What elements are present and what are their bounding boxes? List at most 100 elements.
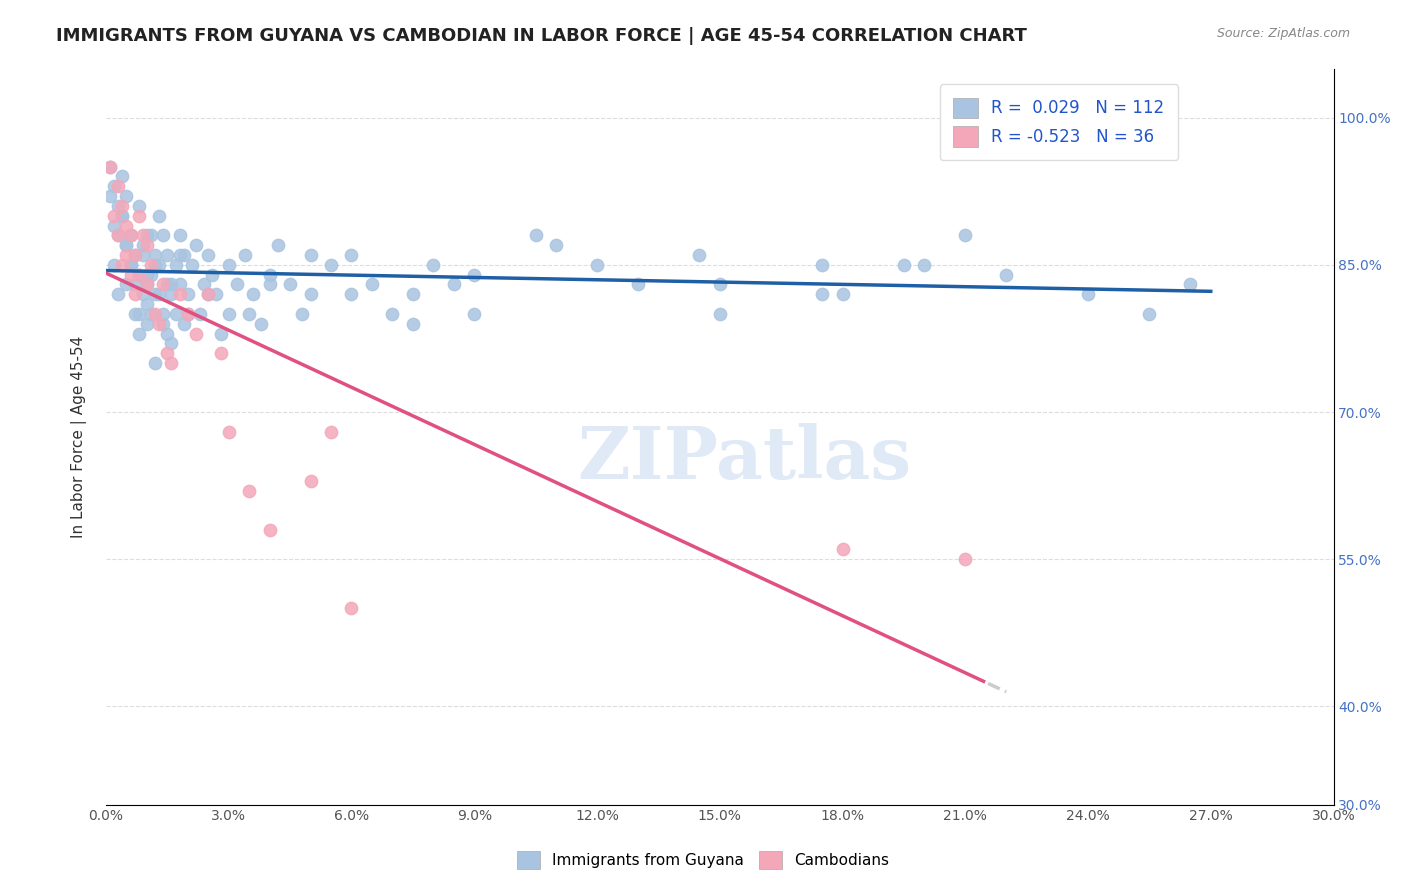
Point xyxy=(160,277,183,292)
Point xyxy=(995,268,1018,282)
Point xyxy=(107,228,129,243)
Point xyxy=(115,238,138,252)
Point xyxy=(128,268,150,282)
Point xyxy=(361,277,384,292)
Point xyxy=(169,228,191,243)
Point xyxy=(627,277,650,292)
Point xyxy=(98,160,121,174)
Point xyxy=(124,287,146,301)
Point xyxy=(107,179,129,194)
Point xyxy=(422,258,444,272)
Point xyxy=(124,277,146,292)
Point xyxy=(267,238,290,252)
Point xyxy=(115,238,138,252)
Point xyxy=(811,258,834,272)
Point xyxy=(319,425,342,439)
Point xyxy=(233,248,256,262)
Point xyxy=(120,258,142,272)
Point xyxy=(205,287,228,301)
Point xyxy=(340,248,363,262)
Point xyxy=(259,268,281,282)
Y-axis label: In Labor Force | Age 45-54: In Labor Force | Age 45-54 xyxy=(72,335,87,538)
Point xyxy=(443,277,465,292)
Point xyxy=(143,287,166,301)
Point xyxy=(152,317,174,331)
Point xyxy=(120,228,142,243)
Point xyxy=(132,248,155,262)
Point xyxy=(111,258,134,272)
Point xyxy=(201,268,224,282)
Point xyxy=(955,228,977,243)
Point xyxy=(319,258,342,272)
Point xyxy=(160,336,183,351)
Point xyxy=(169,277,191,292)
Point xyxy=(135,268,157,282)
Point xyxy=(197,248,219,262)
Point xyxy=(524,228,547,243)
Point xyxy=(160,287,183,301)
Point xyxy=(107,199,129,213)
Point xyxy=(169,248,191,262)
Point xyxy=(218,307,240,321)
Point xyxy=(184,238,207,252)
Point xyxy=(103,209,125,223)
Point xyxy=(242,287,264,301)
Point xyxy=(111,199,134,213)
Point xyxy=(111,209,134,223)
Point xyxy=(115,189,138,203)
Point xyxy=(132,238,155,252)
Point xyxy=(1180,277,1202,292)
Point xyxy=(132,287,155,301)
Text: ZIPatlas: ZIPatlas xyxy=(578,423,911,494)
Legend: R =  0.029   N = 112, R = -0.523   N = 36: R = 0.029 N = 112, R = -0.523 N = 36 xyxy=(939,84,1178,160)
Point xyxy=(135,228,157,243)
Point xyxy=(165,307,187,321)
Point xyxy=(811,287,834,301)
Point xyxy=(463,268,485,282)
Point xyxy=(259,523,281,537)
Point xyxy=(173,317,195,331)
Point xyxy=(184,326,207,341)
Point xyxy=(135,297,157,311)
Point xyxy=(197,287,219,301)
Point xyxy=(148,287,170,301)
Point xyxy=(463,307,485,321)
Point xyxy=(299,248,322,262)
Point xyxy=(381,307,404,321)
Point xyxy=(115,277,138,292)
Point xyxy=(111,209,134,223)
Point xyxy=(124,307,146,321)
Point xyxy=(226,277,249,292)
Point xyxy=(180,258,202,272)
Point xyxy=(238,307,260,321)
Point xyxy=(831,287,853,301)
Point xyxy=(193,277,215,292)
Point xyxy=(124,248,146,262)
Point xyxy=(893,258,915,272)
Point xyxy=(135,317,157,331)
Point xyxy=(156,248,179,262)
Point xyxy=(340,601,363,615)
Point xyxy=(135,277,157,292)
Point xyxy=(177,287,200,301)
Point xyxy=(98,160,121,174)
Point xyxy=(143,248,166,262)
Point xyxy=(218,258,240,272)
Point xyxy=(143,307,166,321)
Point xyxy=(586,258,609,272)
Point xyxy=(340,287,363,301)
Point xyxy=(299,474,322,488)
Point xyxy=(173,248,195,262)
Point xyxy=(107,228,129,243)
Point xyxy=(111,169,134,184)
Point xyxy=(148,209,170,223)
Point xyxy=(218,425,240,439)
Point xyxy=(831,542,853,557)
Point xyxy=(709,307,731,321)
Legend: Immigrants from Guyana, Cambodians: Immigrants from Guyana, Cambodians xyxy=(510,845,896,875)
Point xyxy=(209,346,232,360)
Point xyxy=(98,189,121,203)
Point xyxy=(259,277,281,292)
Point xyxy=(139,307,162,321)
Point xyxy=(139,258,162,272)
